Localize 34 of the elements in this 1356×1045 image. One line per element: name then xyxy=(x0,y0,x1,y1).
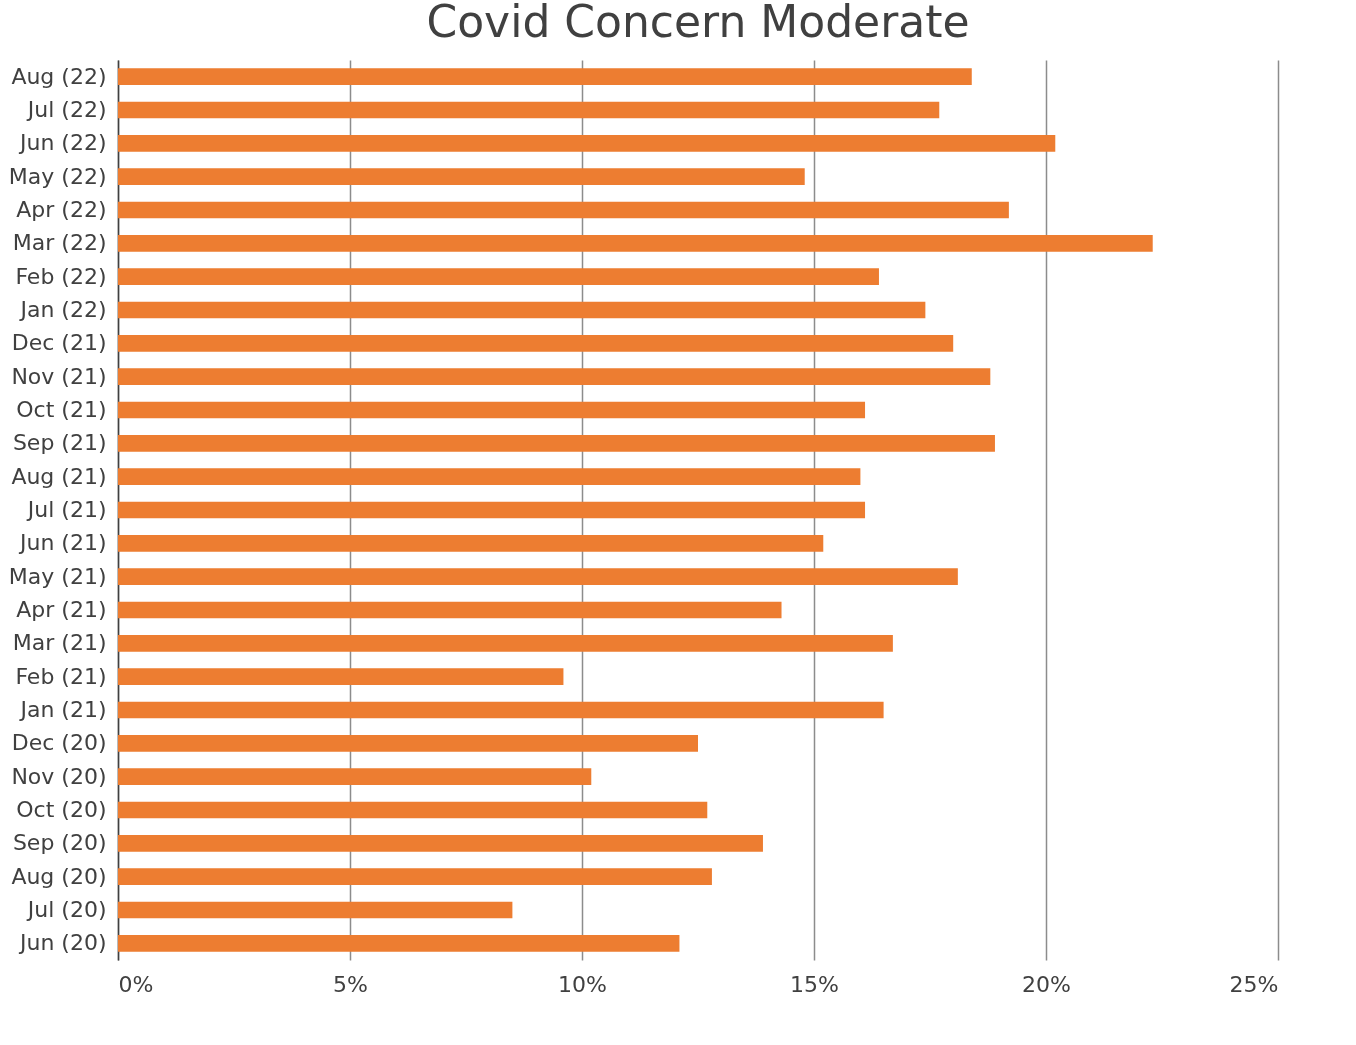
y-tick-label: Nov (21) xyxy=(11,363,107,389)
y-tick-label: Aug (20) xyxy=(11,863,107,889)
y-tick-label: Mar (21) xyxy=(12,630,107,656)
y-tick-label: Apr (22) xyxy=(16,197,107,222)
y-tick-label: Oct (21) xyxy=(16,397,107,422)
y-tick-label: Aug (22) xyxy=(11,63,107,89)
y-tick-label: Jul (22) xyxy=(25,97,107,122)
y-tick-label: Apr (21) xyxy=(16,597,107,622)
x-tick-label: 25% xyxy=(1229,971,1279,997)
y-tick-label: Jan (21) xyxy=(18,697,107,722)
y-tick-label: Sep (20) xyxy=(12,830,107,856)
x-tick-label: 0% xyxy=(118,971,154,997)
y-tick-label: May (21) xyxy=(8,563,107,589)
y-tick-label: Feb (22) xyxy=(15,263,107,289)
y-tick-label: Jul (21) xyxy=(25,497,107,522)
y-tick-label: Jun (22) xyxy=(17,130,107,156)
y-tick-label: Jun (21) xyxy=(17,530,107,556)
y-tick-label: Jan (22) xyxy=(18,297,107,322)
y-tick-label: Oct (20) xyxy=(16,797,107,822)
y-tick-label: Feb (21) xyxy=(15,663,107,689)
y-tick-label: Aug (21) xyxy=(11,463,107,489)
x-tick-label: 20% xyxy=(1022,971,1071,997)
y-tick-label: May (22) xyxy=(8,163,107,189)
y-tick-label: Nov (20) xyxy=(11,763,107,789)
y-tick-label: Sep (21) xyxy=(12,430,107,456)
y-tick-label: Dec (20) xyxy=(11,730,107,756)
y-tick-label: Jun (20) xyxy=(17,930,107,956)
y-tick-label: Dec (21) xyxy=(11,330,107,356)
chart-title: Covid Concern Moderate xyxy=(426,0,970,47)
x-tick-label: 5% xyxy=(333,971,368,997)
x-tick-label: 15% xyxy=(790,971,839,997)
y-tick-label: Jul (20) xyxy=(25,897,107,922)
y-tick-label: Mar (22) xyxy=(12,230,107,256)
x-tick-label: 10% xyxy=(558,971,607,997)
